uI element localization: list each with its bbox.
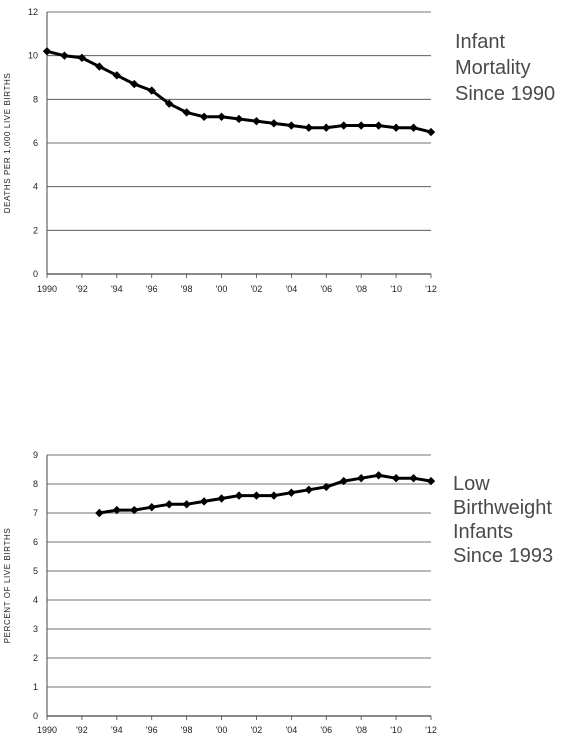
data-point — [322, 482, 331, 492]
data-point — [60, 51, 69, 60]
y-tick-label: 1 — [33, 682, 38, 692]
data-point — [252, 116, 261, 126]
y-tick-label: 0 — [33, 711, 38, 721]
y-tick-label: 8 — [33, 94, 38, 104]
y-tick-label: 9 — [33, 450, 38, 460]
y-tick-label: 7 — [33, 508, 38, 518]
y-tick-label: 0 — [33, 269, 38, 279]
x-tick-label: '08 — [355, 725, 367, 735]
x-tick-label: '12 — [425, 725, 437, 735]
x-tick-label: '04 — [285, 284, 297, 294]
data-point — [95, 62, 104, 71]
data-point — [426, 127, 436, 137]
data-point — [269, 119, 279, 128]
x-tick-label: '92 — [76, 284, 88, 294]
x-tick-label: '98 — [181, 725, 193, 735]
x-tick-label: 1990 — [37, 725, 57, 735]
data-point — [269, 491, 279, 500]
chart-title-line: Birthweight — [453, 497, 552, 519]
y-tick-label: 6 — [33, 138, 38, 148]
data-point — [95, 508, 104, 518]
x-tick-label: '00 — [216, 725, 228, 735]
x-tick-label: '10 — [390, 284, 402, 294]
x-tick-label: '94 — [111, 725, 123, 735]
data-point — [409, 123, 418, 132]
low-birthweight-chart: 0 1 2 3 4 5 6 7 8 9 1990 '92 '94 '96 '98 '00 '02 '04 '06 '0… — [3, 450, 553, 735]
data-point — [304, 485, 314, 494]
y-tick-label: 10 — [28, 51, 38, 61]
chart-title-line: Since 1990 — [455, 83, 555, 105]
chart-title-line: Infant — [455, 31, 505, 53]
y-tick-label: 12 — [28, 7, 38, 17]
x-tick-label: '06 — [320, 725, 332, 735]
y-axis-title: PERCENT OF LIVE BIRTHS — [3, 528, 12, 644]
data-point — [77, 53, 87, 63]
y-tick-label: 4 — [33, 595, 38, 605]
x-tick-label: '92 — [76, 725, 88, 735]
chart-title-line: Infants — [453, 521, 513, 543]
data-point — [147, 503, 156, 512]
data-point — [374, 471, 383, 480]
y-tick-label: 3 — [33, 624, 38, 634]
data-point — [339, 121, 348, 130]
data-point — [217, 494, 226, 503]
data-point — [304, 123, 314, 132]
chart-title-line: Since 1993 — [453, 545, 553, 567]
data-point — [426, 476, 436, 486]
data-point — [164, 500, 174, 509]
x-tick-label: '10 — [390, 725, 402, 735]
data-point — [182, 108, 191, 117]
data-point — [234, 491, 244, 500]
data-point — [130, 505, 139, 515]
x-tick-label: '06 — [320, 284, 332, 294]
x-tick-label: '12 — [425, 284, 437, 294]
x-tick-label: '02 — [251, 284, 263, 294]
data-point — [182, 500, 191, 509]
data-point — [130, 79, 139, 89]
data-point — [147, 86, 156, 95]
data-point — [356, 121, 366, 130]
y-axis-title: DEATHS PER 1,000 LIVE BIRTHS — [3, 73, 12, 214]
y-tick-label: 2 — [33, 653, 38, 663]
x-tick-label: '98 — [181, 284, 193, 294]
x-tick-label: '96 — [146, 284, 158, 294]
data-point — [112, 505, 122, 515]
x-tick-label: '00 — [216, 284, 228, 294]
x-tick-label: 1990 — [37, 284, 57, 294]
chart-title-line: Mortality — [455, 57, 531, 79]
infant-mortality-chart: 0 2 4 6 8 10 12 1990 '92 '94 '96 '98 '00 '02 '04 '06 '08… — [3, 7, 555, 294]
data-point — [199, 112, 209, 121]
y-tick-label: 2 — [33, 225, 38, 235]
data-point — [322, 123, 331, 132]
data-point — [356, 474, 366, 483]
data-point — [234, 114, 244, 124]
data-point — [339, 476, 348, 486]
y-tick-label: 4 — [33, 182, 38, 192]
data-point — [252, 491, 261, 500]
x-tick-label: '96 — [146, 725, 158, 735]
x-tick-label: '08 — [355, 284, 367, 294]
chart-title-line: Low — [453, 473, 490, 495]
y-tick-label: 6 — [33, 537, 38, 547]
x-tick-label: '94 — [111, 284, 123, 294]
data-point — [217, 112, 226, 121]
data-point — [409, 474, 418, 483]
data-point — [287, 121, 296, 130]
y-tick-label: 5 — [33, 566, 38, 576]
data-point — [287, 488, 296, 497]
x-tick-label: '02 — [251, 725, 263, 735]
data-point — [391, 474, 401, 483]
data-point — [164, 99, 174, 108]
data-point — [391, 123, 401, 132]
data-point — [374, 121, 383, 130]
y-tick-label: 8 — [33, 479, 38, 489]
data-point — [199, 497, 209, 506]
x-tick-label: '04 — [285, 725, 297, 735]
data-point — [112, 71, 122, 80]
data-point — [42, 47, 52, 56]
